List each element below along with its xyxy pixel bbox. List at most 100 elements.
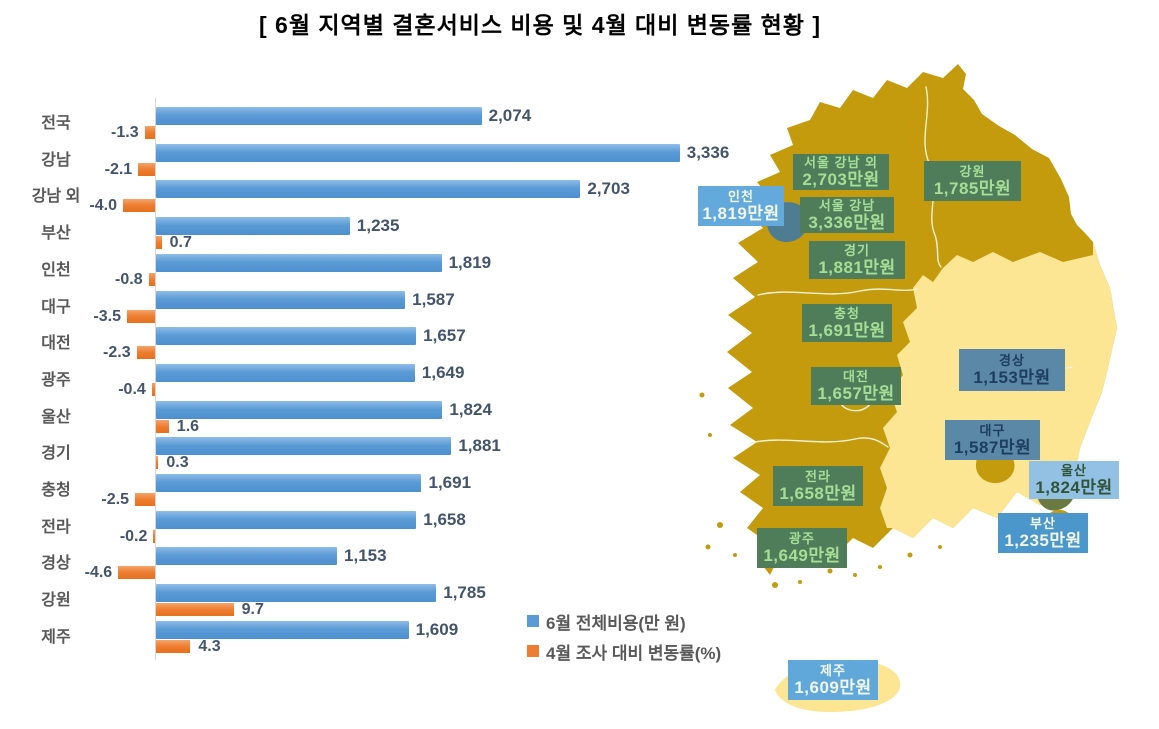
cost-bar	[156, 400, 443, 419]
map-label-1: 서울 강남 외 2,703만원	[793, 154, 889, 190]
cost-value-label: 1,153	[344, 546, 387, 566]
change-bar	[123, 199, 155, 213]
map-label-value: 2,703만원	[802, 170, 880, 189]
cost-value-label: 1,691	[428, 473, 472, 492]
change-value-label: -2.3	[103, 344, 131, 362]
change-bar	[138, 162, 155, 176]
category-label: 대전	[41, 335, 71, 353]
cost-value-label: 3,336	[686, 142, 730, 162]
change-bar	[151, 382, 155, 396]
cost-value-label: 1,819	[448, 252, 492, 272]
change-value-label: -1.3	[111, 124, 139, 141]
map-label-8: 대전 1,657만원	[811, 367, 901, 405]
cost-value-label: 1,235	[356, 216, 400, 236]
cost-bar	[156, 474, 422, 492]
change-bar	[135, 493, 155, 506]
map-label-6: 충청 1,691만원	[802, 304, 892, 342]
map-label-value: 1,881만원	[818, 258, 896, 277]
cost-value-label: 1,609	[415, 619, 459, 639]
map-label-value: 1,649만원	[763, 546, 841, 565]
change-value-label: -2.1	[104, 160, 133, 178]
map-label-region: 대전	[843, 369, 869, 384]
change-bar	[156, 236, 162, 250]
legend-label-cost: 6월 전체비용(만 원)	[546, 613, 686, 633]
category-label: 전라	[41, 518, 71, 536]
change-value-label: -3.5	[93, 307, 121, 325]
cost-bar	[156, 620, 409, 639]
category-label: 강원	[41, 592, 71, 610]
map-label-12: 부산 1,235만원	[998, 513, 1088, 553]
cost-bar	[156, 437, 452, 456]
cost-value-label: 1,587	[412, 289, 455, 309]
korea-map: 서울 강남 외 2,703만원 강원 1,785만원 인천 1,819만원 서울 강남 3,3…	[680, 55, 1159, 729]
map-label-value: 1,824만원	[1035, 478, 1113, 497]
category-label: 광주	[41, 371, 71, 389]
map-label-13: 광주 1,649만원	[757, 528, 847, 568]
cost-value-label: 1,649	[421, 362, 465, 382]
map-label-region: 강원	[959, 164, 986, 179]
map-label-region: 서울 강남	[818, 198, 876, 213]
change-value-label: 9.7	[241, 601, 264, 619]
map-label-value: 1,785만원	[933, 179, 1012, 198]
map-label-region: 전라	[805, 469, 831, 484]
bar-chart: 전국 2,074 -1.3 강남 3,336 -2.1 강남 외 2,703 -4.0 부산 1,2…	[31, 98, 729, 660]
change-bar	[118, 566, 155, 580]
cost-bar	[156, 584, 437, 603]
legend-item-change: 4월 조사 대비 변동률(%)	[527, 636, 721, 666]
change-bar	[136, 346, 155, 360]
map-label-value: 1,691만원	[808, 321, 886, 340]
category-label: 경상	[41, 555, 71, 573]
change-bar	[156, 419, 169, 433]
cost-value-label: 2,703	[587, 179, 630, 199]
category-label: 제주	[41, 628, 71, 646]
change-bar	[153, 529, 155, 543]
map-label-value: 1,235만원	[1004, 531, 1082, 550]
map-label-region: 부산	[1030, 516, 1056, 531]
cost-bar	[156, 217, 350, 236]
map-label-region: 충청	[834, 306, 860, 321]
cost-value-label: 1,657	[423, 326, 466, 346]
change-bar	[148, 272, 155, 286]
map-label-region: 경상	[999, 353, 1025, 368]
cost-value-label: 1,658	[423, 509, 466, 529]
map-label-region: 울산	[1061, 463, 1087, 478]
map-label-value: 1,609만원	[794, 678, 872, 697]
legend-swatch-cost-icon	[527, 615, 539, 627]
map-label-3: 인천 1,819만원	[698, 186, 784, 226]
page-title: [ 6월 지역별 결혼서비스 비용 및 4월 대비 변동률 현황 ]	[258, 12, 821, 38]
map-label-11: 전라 1,658만원	[773, 466, 863, 506]
cost-value-label: 1,881	[458, 436, 501, 456]
map-label-value: 1,819만원	[702, 204, 780, 223]
map-islands	[699, 392, 942, 588]
category-label: 강남 외	[31, 188, 81, 206]
map-label-value: 1,587만원	[953, 438, 1032, 457]
map-label-region: 대구	[979, 423, 1006, 438]
category-label: 전국	[41, 115, 71, 132]
map-label-value: 1,153만원	[973, 368, 1051, 387]
cost-value-label: 1,824	[449, 399, 492, 419]
change-bar	[156, 603, 234, 617]
category-label: 인천	[41, 261, 71, 279]
change-value-label: -2.5	[101, 491, 129, 508]
change-bar	[127, 309, 155, 323]
change-value-label: 0.7	[169, 234, 192, 252]
change-value-label: -0.4	[118, 380, 146, 398]
change-value-label: -4.6	[84, 564, 113, 582]
category-label: 울산	[41, 408, 71, 426]
map-label-4: 서울 강남 3,336만원	[800, 197, 894, 233]
cost-bar	[156, 180, 581, 199]
cost-value-label: 1,785	[443, 583, 486, 603]
cost-bar	[156, 510, 417, 529]
change-value-label: 4.3	[198, 637, 221, 655]
cost-bar	[156, 107, 482, 125]
legend-swatch-change-icon	[527, 645, 539, 657]
map-label-2: 강원 1,785만원	[924, 161, 1021, 201]
map-label-region: 제주	[820, 663, 846, 678]
map-label-9: 대구 1,587만원	[945, 420, 1040, 460]
cost-bar	[156, 143, 680, 162]
chart-axis-line	[155, 98, 156, 660]
map-label-region: 서울 강남 외	[803, 155, 879, 170]
map-label-5: 경기 1,881만원	[809, 241, 905, 279]
cost-value-label: 2,074	[488, 106, 532, 125]
